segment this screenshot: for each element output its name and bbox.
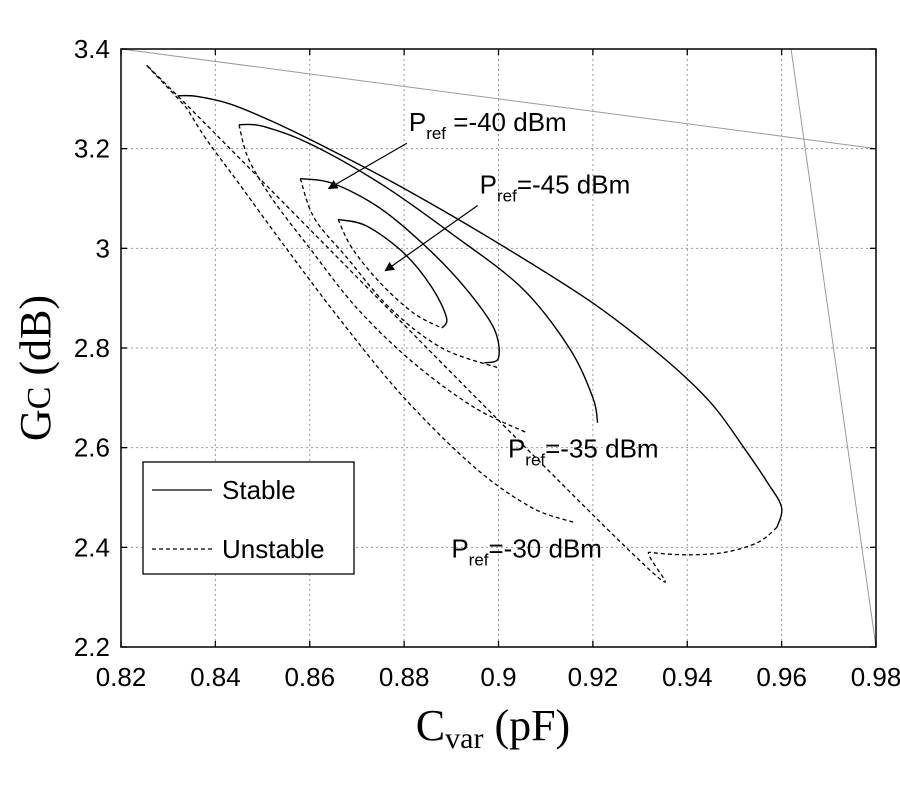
annotation-label: Pref=-30 dBm: [451, 533, 602, 569]
y-tick-label: 3.4: [74, 34, 110, 64]
x-tick-label: 0.86: [284, 662, 335, 692]
series-unstable-curve: [145, 64, 778, 583]
y-tick-label: 2.6: [74, 433, 110, 463]
series-stable-curve: [177, 94, 783, 528]
annotation-sub: ref: [469, 550, 489, 569]
x-tick-label: 0.96: [756, 662, 807, 692]
annotation-value: =-45 dBm: [517, 170, 630, 200]
x-axis-title: Cvar (pF): [416, 701, 570, 755]
x-axis-title-main: C: [416, 701, 445, 750]
background-lines: [120, 48, 877, 648]
series-unstable-curve: [337, 219, 443, 329]
annotation-value: =-40 dBm: [446, 107, 567, 137]
series-layer: [145, 64, 783, 583]
series-unstable-curve: [299, 178, 499, 369]
series-0: [145, 64, 783, 583]
annotation-value: =-35 dBm: [545, 434, 658, 464]
x-tick-label: 0.88: [379, 662, 430, 692]
series-1: [238, 123, 599, 434]
x-tick-label: 0.9: [480, 662, 516, 692]
y-tick-label: 3.2: [74, 134, 110, 164]
annotation-p: P: [508, 434, 525, 464]
x-tick-label: 0.98: [851, 662, 900, 692]
annotation-p: P: [409, 107, 426, 137]
annotation-label: Pref =-40 dBm: [409, 107, 567, 143]
series-stable-curve: [337, 218, 448, 329]
x-tick-label: 0.84: [190, 662, 241, 692]
annotation-value: =-30 dBm: [489, 533, 602, 563]
series-3: [337, 218, 448, 329]
legend-stable-label: Stable: [222, 475, 296, 505]
series-2: [299, 177, 500, 369]
annotation-label: Pref=-45 dBm: [480, 170, 631, 206]
y-axis-title-sub: C: [21, 387, 58, 410]
y-axis-title-main: G: [11, 409, 60, 441]
annotation-sub: ref: [426, 124, 446, 143]
series-unstable-curve: [238, 124, 528, 434]
annotation-arrow: [327, 142, 408, 190]
legend-unstable-label: Unstable: [222, 534, 325, 564]
y-axis-title-units: (dB): [11, 295, 60, 387]
y-tick-label: 2.4: [74, 532, 110, 562]
y-tick-label: 2.2: [74, 632, 110, 662]
x-axis-title-units: (pF): [483, 701, 570, 750]
x-tick-label: 0.92: [568, 662, 619, 692]
annotation-p: P: [451, 533, 468, 563]
x-axis-title-sub: var: [445, 722, 483, 755]
annotation-arrow: [384, 205, 478, 272]
series-stable-curve: [238, 123, 599, 423]
y-tick-label: 3: [96, 233, 110, 263]
annotation-sub: ref: [525, 451, 545, 470]
y-axis-title: GC (dB): [11, 295, 60, 441]
legend-box: [142, 461, 355, 575]
y-tick-label: 2.8: [74, 333, 110, 363]
x-tick-label: 0.82: [96, 662, 147, 692]
legend: Stable Unstable: [142, 461, 355, 575]
background-line: [790, 48, 877, 648]
annotation-sub: ref: [497, 187, 517, 206]
tick-layer: 0.82 0.84 0.86 0.88 0.9 0.92 0.94 0.96 0.98 2.2 2.…: [74, 34, 900, 692]
annotation-label: Pref=-35 dBm: [508, 434, 659, 470]
x-tick-label: 0.94: [662, 662, 713, 692]
annotation-p: P: [480, 170, 497, 200]
series-stable-curve: [300, 177, 500, 364]
background-line: [120, 48, 877, 150]
